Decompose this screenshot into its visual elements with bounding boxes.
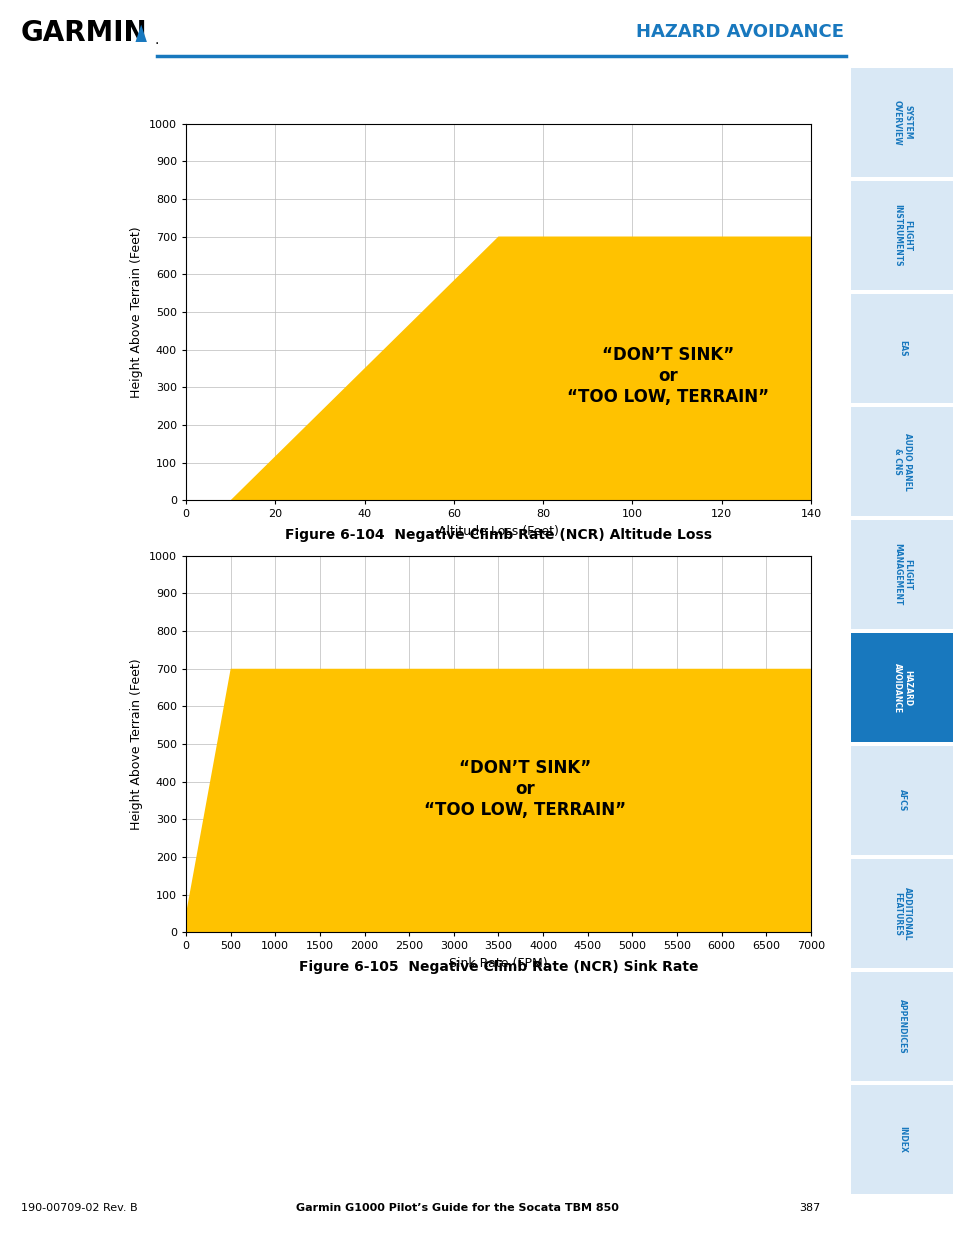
Text: Figure 6-105  Negative Climb Rate (NCR) Sink Rate: Figure 6-105 Negative Climb Rate (NCR) S…: [298, 960, 698, 974]
Text: AUDIO PANEL
& CNS: AUDIO PANEL & CNS: [892, 432, 911, 490]
Text: Figure 6-104  Negative Climb Rate (NCR) Altitude Loss: Figure 6-104 Negative Climb Rate (NCR) A…: [285, 527, 711, 542]
Text: APPENDICES: APPENDICES: [897, 999, 906, 1053]
Y-axis label: Height Above Terrain (Feet): Height Above Terrain (Feet): [131, 226, 143, 398]
Text: 190-00709-02 Rev. B: 190-00709-02 Rev. B: [21, 1203, 137, 1213]
Text: “DON’T SINK”
or
“TOO LOW, TERRAIN”: “DON’T SINK” or “TOO LOW, TERRAIN”: [424, 760, 626, 819]
X-axis label: Altitude Loss (Feet): Altitude Loss (Feet): [437, 525, 558, 537]
Text: .: .: [154, 33, 159, 47]
Text: 387: 387: [799, 1203, 820, 1213]
X-axis label: Sink Rate (FPM): Sink Rate (FPM): [449, 957, 547, 969]
Text: FLIGHT
MANAGEMENT: FLIGHT MANAGEMENT: [892, 543, 911, 606]
Text: HAZARD
AVOIDANCE: HAZARD AVOIDANCE: [892, 662, 911, 713]
Text: Garmin G1000 Pilot’s Guide for the Socata TBM 850: Garmin G1000 Pilot’s Guide for the Socat…: [296, 1203, 618, 1213]
Text: AFCS: AFCS: [897, 789, 906, 811]
Text: HAZARD AVOIDANCE: HAZARD AVOIDANCE: [636, 22, 843, 41]
Text: FLIGHT
INSTRUMENTS: FLIGHT INSTRUMENTS: [892, 204, 911, 267]
Text: GARMIN: GARMIN: [21, 19, 148, 47]
Text: EAS: EAS: [897, 341, 906, 357]
Text: “DON’T SINK”
or
“TOO LOW, TERRAIN”: “DON’T SINK” or “TOO LOW, TERRAIN”: [566, 346, 768, 405]
Polygon shape: [231, 237, 810, 500]
Text: ADDITIONAL
FEATURES: ADDITIONAL FEATURES: [892, 887, 911, 940]
Y-axis label: Height Above Terrain (Feet): Height Above Terrain (Feet): [131, 658, 143, 830]
Text: SYSTEM
OVERVIEW: SYSTEM OVERVIEW: [892, 100, 911, 146]
Text: INDEX: INDEX: [897, 1126, 906, 1153]
Polygon shape: [186, 669, 810, 932]
